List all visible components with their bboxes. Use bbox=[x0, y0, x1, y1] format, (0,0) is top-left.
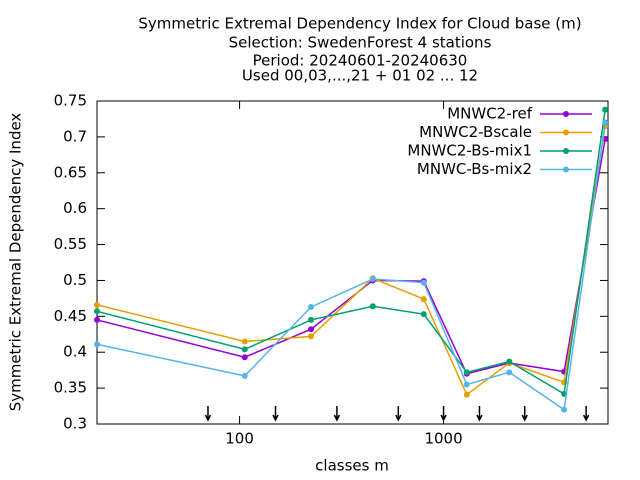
point bbox=[602, 119, 609, 126]
legend-marker bbox=[563, 148, 569, 154]
y-tick-label: 0.65 bbox=[54, 163, 87, 181]
y-tick-label: 0.4 bbox=[63, 343, 87, 361]
arrow bbox=[333, 406, 341, 422]
arrow bbox=[476, 406, 483, 422]
arrow bbox=[440, 406, 447, 422]
x-axis-label: classes m bbox=[315, 457, 389, 475]
chart-subtitle: Period: 20240601-20240630 bbox=[253, 52, 468, 70]
point bbox=[506, 358, 513, 365]
point bbox=[94, 301, 100, 308]
y-tick-label: 0.6 bbox=[63, 199, 87, 217]
point bbox=[241, 372, 248, 379]
legend-marker bbox=[563, 166, 569, 173]
y-tick-label: 0.75 bbox=[54, 92, 87, 110]
legend-label: MNWC2-Bs-mix1 bbox=[407, 142, 532, 160]
arrow bbox=[395, 406, 402, 422]
y-tick-label: 0.3 bbox=[63, 415, 87, 433]
y-tick-label: 0.5 bbox=[63, 271, 87, 289]
x-tick-label: 1000 bbox=[424, 430, 462, 448]
plot-frame bbox=[96, 100, 609, 425]
point bbox=[420, 311, 427, 318]
point bbox=[561, 406, 568, 413]
point bbox=[308, 316, 315, 323]
y-tick-label: 0.7 bbox=[63, 127, 87, 145]
point bbox=[241, 346, 248, 353]
point bbox=[369, 276, 376, 283]
y-tick-label: 0.45 bbox=[54, 307, 87, 325]
chart-title: Symmetric Extremal Dependency Index for … bbox=[138, 15, 581, 33]
x-tick-label: 100 bbox=[225, 430, 254, 448]
point bbox=[94, 341, 100, 348]
chart-subtitle: Selection: SwedenForest 4 stations bbox=[229, 34, 492, 52]
legend-label: MNWC2-Bscale bbox=[419, 123, 532, 141]
legend-marker bbox=[563, 129, 569, 136]
arrow bbox=[582, 406, 590, 422]
chart-subtitle: Used 00,03,...,21 + 01 02 ... 12 bbox=[242, 67, 478, 85]
legend-label: MNWC-Bs-mix2 bbox=[417, 160, 532, 178]
point bbox=[308, 333, 315, 340]
y-axis-label: Symmetric Extremal Dependency Index bbox=[7, 113, 25, 412]
point bbox=[506, 369, 513, 376]
point bbox=[94, 308, 100, 315]
point bbox=[94, 316, 100, 323]
arrow bbox=[272, 406, 279, 422]
y-tick-label: 0.55 bbox=[54, 235, 87, 253]
point bbox=[420, 296, 427, 303]
point bbox=[369, 303, 376, 310]
point bbox=[308, 326, 315, 333]
point bbox=[241, 338, 248, 345]
arrow bbox=[204, 406, 212, 422]
legend-label: MNWC2-ref bbox=[447, 105, 532, 123]
point bbox=[463, 381, 470, 388]
point bbox=[420, 279, 427, 286]
point bbox=[241, 354, 248, 361]
legend-marker bbox=[563, 111, 569, 117]
y-tick-label: 0.35 bbox=[54, 379, 87, 397]
point bbox=[602, 106, 609, 113]
arrow bbox=[521, 406, 528, 422]
point bbox=[463, 391, 470, 398]
point bbox=[463, 369, 470, 376]
point bbox=[308, 304, 315, 311]
